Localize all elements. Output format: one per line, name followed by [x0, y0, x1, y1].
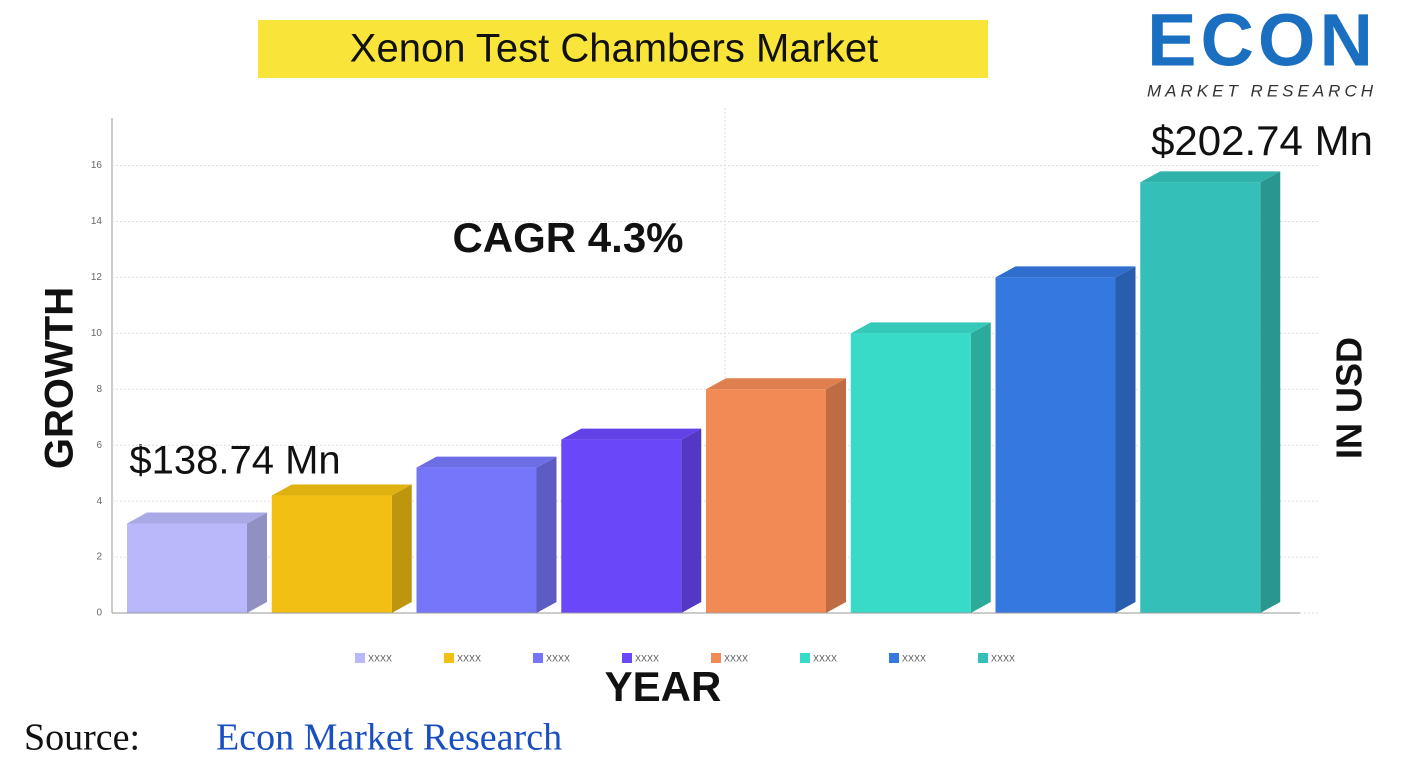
bar	[1140, 182, 1261, 614]
x-axis-label: YEAR	[605, 663, 722, 710]
bar-top	[416, 456, 557, 468]
y-axis-label: GROWTH	[38, 287, 82, 469]
bar	[995, 277, 1116, 613]
legend-label: XXXX	[724, 653, 748, 663]
bar	[850, 333, 971, 613]
legend-label: XXXX	[813, 653, 837, 663]
logo-brand: ECON	[1147, 0, 1377, 82]
legend-label: XXXX	[902, 653, 926, 663]
y-tick-label: 6	[96, 440, 102, 451]
bar	[561, 439, 682, 613]
start-value-label: $138.74 Mn	[129, 439, 340, 483]
bar-side	[391, 484, 412, 613]
y-tick-label: 14	[91, 216, 103, 227]
bar-side	[826, 378, 846, 613]
bar	[271, 495, 392, 613]
legend-swatch	[889, 653, 899, 663]
end-value-label: $202.74 Mn	[1151, 117, 1373, 164]
legend-swatch	[800, 653, 810, 663]
bar	[127, 523, 247, 613]
bar-side	[681, 428, 702, 613]
bar-top	[127, 512, 267, 524]
bar-top	[561, 428, 702, 440]
bar-top	[995, 266, 1136, 278]
y-tick-label: 16	[91, 160, 103, 171]
title-highlight	[258, 20, 988, 78]
legend-label: XXXX	[368, 653, 392, 663]
source-name: Econ Market Research	[216, 717, 562, 759]
y-tick-label: 4	[96, 496, 102, 507]
legend-label: XXXX	[991, 653, 1015, 663]
legend-swatch	[711, 653, 721, 663]
y-tick-label: 0	[96, 608, 102, 619]
bar-top	[850, 322, 991, 334]
legend-swatch	[533, 653, 543, 663]
chart-title: Xenon Test Chambers Market	[350, 27, 878, 71]
y-tick-label: 2	[96, 552, 102, 563]
bar-top	[706, 378, 846, 390]
legend-swatch	[355, 653, 365, 663]
bar-top	[271, 484, 412, 496]
bar-side	[1115, 266, 1136, 613]
legend-swatch	[978, 653, 988, 663]
y-tick-label: 10	[91, 328, 103, 339]
legend-swatch	[444, 653, 454, 663]
bar-side	[1260, 171, 1281, 614]
legend-label: XXXX	[546, 653, 570, 663]
plot-area: 0 2 4 6 8 10 12 14 16 XXXX XXXX XXXX XXXX XXXX XXXX XXX…	[91, 160, 1320, 663]
y-tick-label: 8	[96, 384, 102, 395]
bar-side	[247, 512, 267, 613]
logo-tagline: MARKET RESEARCH	[1147, 81, 1377, 100]
bar-side	[970, 322, 991, 613]
legend-label: XXXX	[457, 653, 481, 663]
bar-top	[1140, 171, 1281, 183]
y-tick-label: 12	[91, 272, 103, 283]
bar	[416, 467, 537, 613]
bar	[706, 389, 826, 613]
source-label: Source:	[24, 717, 140, 759]
bar-side	[536, 456, 557, 613]
legend-swatch	[622, 653, 632, 663]
y2-axis-label: IN USD	[1329, 337, 1370, 459]
legend-label: XXXX	[635, 653, 659, 663]
